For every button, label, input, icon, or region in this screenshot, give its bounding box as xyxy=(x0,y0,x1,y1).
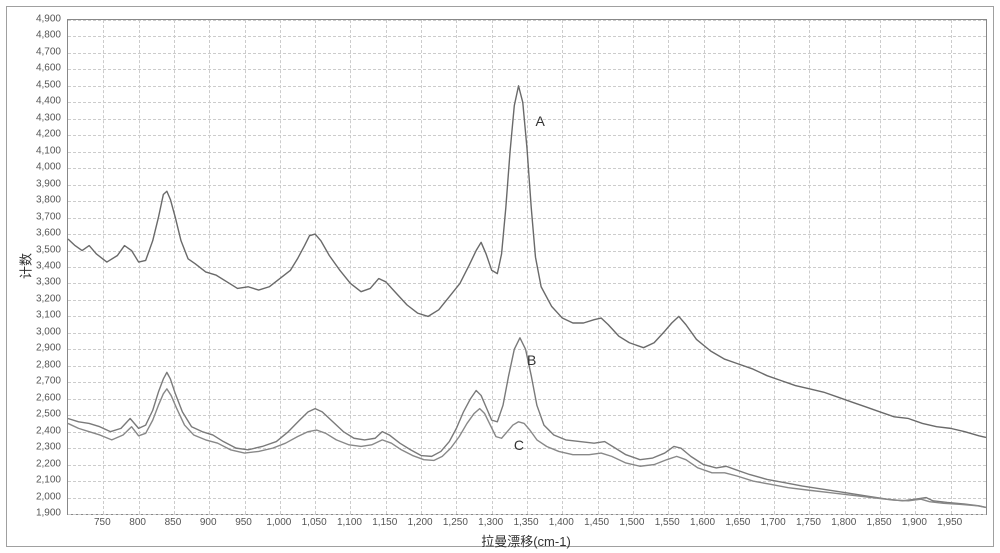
x-tick-label: 1,700 xyxy=(761,517,786,528)
x-tick-label: 1,450 xyxy=(584,517,609,528)
y-tick-label: 2,300 xyxy=(36,442,61,453)
chart-frame: 计数 拉曼漂移(cm-1) 750 800 850 900 950 1,000 1,050 1… xyxy=(6,6,994,547)
y-tick-label: 3,200 xyxy=(36,293,61,304)
x-tick-label: 1,100 xyxy=(337,517,362,528)
gridline-h xyxy=(68,514,986,515)
y-tick-label: 3,300 xyxy=(36,277,61,288)
x-tick-label: 1,000 xyxy=(266,517,291,528)
y-tick-label: 3,400 xyxy=(36,261,61,272)
y-tick-label: 2,500 xyxy=(36,409,61,420)
x-tick-label: 1,850 xyxy=(867,517,892,528)
series-line-C xyxy=(68,389,986,508)
y-axis-label: 计数 xyxy=(16,253,35,279)
y-tick-label: 2,700 xyxy=(36,376,61,387)
series-label-B: B xyxy=(527,352,536,368)
y-tick-label: 3,900 xyxy=(36,178,61,189)
x-tick-label: 950 xyxy=(235,517,252,528)
y-tick-label: 2,900 xyxy=(36,343,61,354)
y-tick-label: 2,100 xyxy=(36,475,61,486)
x-tick-label: 1,600 xyxy=(690,517,715,528)
y-tick-label: 4,100 xyxy=(36,145,61,156)
y-tick-label: 3,800 xyxy=(36,195,61,206)
x-tick-label: 1,650 xyxy=(725,517,750,528)
x-tick-label: 1,750 xyxy=(796,517,821,528)
y-tick-label: 2,200 xyxy=(36,458,61,469)
y-tick-label: 2,400 xyxy=(36,425,61,436)
y-tick-label: 4,600 xyxy=(36,63,61,74)
y-tick-label: 4,300 xyxy=(36,112,61,123)
plot-area xyxy=(67,19,987,515)
x-tick-label: 1,200 xyxy=(408,517,433,528)
y-tick-label: 3,600 xyxy=(36,228,61,239)
y-tick-label: 3,100 xyxy=(36,310,61,321)
x-tick-label: 1,400 xyxy=(549,517,574,528)
x-tick-label: 1,900 xyxy=(902,517,927,528)
y-tick-label: 4,200 xyxy=(36,129,61,140)
y-tick-label: 2,000 xyxy=(36,491,61,502)
x-tick-label: 1,950 xyxy=(937,517,962,528)
x-tick-label: 1,800 xyxy=(831,517,856,528)
x-tick-label: 900 xyxy=(200,517,217,528)
y-tick-label: 3,000 xyxy=(36,326,61,337)
y-tick-label: 3,700 xyxy=(36,211,61,222)
x-tick-label: 1,250 xyxy=(443,517,468,528)
x-axis-label: 拉曼漂移(cm-1) xyxy=(481,531,571,550)
y-tick-label: 4,800 xyxy=(36,30,61,41)
series-line-A xyxy=(68,86,986,438)
x-tick-label: 1,350 xyxy=(513,517,538,528)
x-tick-label: 850 xyxy=(165,517,182,528)
series-label-A: A xyxy=(535,113,544,129)
y-tick-label: 4,700 xyxy=(36,46,61,57)
series-layer xyxy=(68,20,986,514)
x-tick-label: 750 xyxy=(94,517,111,528)
y-tick-label: 4,500 xyxy=(36,79,61,90)
y-tick-label: 4,000 xyxy=(36,162,61,173)
series-label-C: C xyxy=(514,437,524,453)
y-tick-label: 2,600 xyxy=(36,392,61,403)
x-tick-label: 800 xyxy=(129,517,146,528)
y-tick-label: 1,900 xyxy=(36,508,61,519)
x-tick-label: 1,150 xyxy=(372,517,397,528)
x-tick-label: 1,500 xyxy=(619,517,644,528)
y-tick-label: 3,500 xyxy=(36,244,61,255)
y-tick-label: 4,400 xyxy=(36,96,61,107)
x-tick-label: 1,050 xyxy=(302,517,327,528)
y-tick-label: 4,900 xyxy=(36,14,61,25)
x-tick-label: 1,300 xyxy=(478,517,503,528)
y-tick-label: 2,800 xyxy=(36,359,61,370)
x-tick-label: 1,550 xyxy=(655,517,680,528)
